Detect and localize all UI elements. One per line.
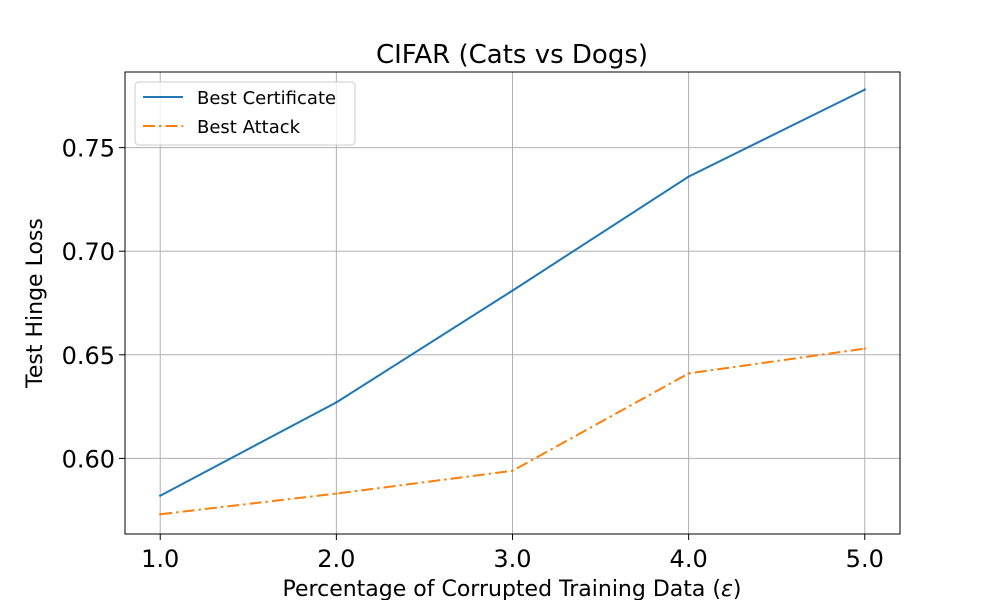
- legend-box: [134, 81, 356, 146]
- data-point-best-certificate: [511, 289, 514, 292]
- legend-label-best-certificate: Best Certificate: [197, 88, 336, 109]
- data-point-best-certificate: [335, 401, 338, 404]
- data-point-best-certificate: [159, 494, 162, 497]
- data-point-best-attack: [863, 347, 866, 350]
- chart-title: CIFAR (Cats vs Dogs): [376, 40, 648, 70]
- y-axis: 0.60 0.65 0.70 0.75: [62, 135, 125, 473]
- grid: [125, 72, 900, 534]
- x-tick-label: 4.0: [670, 545, 708, 573]
- x-tick-label: 5.0: [846, 545, 884, 573]
- y-tick-label: 0.75: [62, 135, 115, 163]
- series-layer: [159, 88, 866, 516]
- legend: Best Certificate Best Attack: [134, 81, 356, 146]
- x-tick-label: 3.0: [493, 545, 531, 573]
- data-point-best-attack: [687, 372, 690, 375]
- x-axis-label-symbol: ε: [721, 577, 733, 600]
- legend-label-best-attack: Best Attack: [197, 117, 301, 138]
- data-point-best-attack: [159, 513, 162, 516]
- y-tick-label: 0.65: [62, 342, 115, 370]
- x-axis-label-suffix: ): [733, 577, 742, 600]
- y-tick-label: 0.70: [62, 238, 115, 266]
- data-point-best-certificate: [687, 175, 690, 178]
- data-point-best-attack: [511, 469, 514, 473]
- y-tick-label: 0.60: [62, 445, 115, 473]
- x-axis-label-text: Percentage of Corrupted Training Data (: [283, 577, 721, 600]
- x-axis-label: Percentage of Corrupted Training Data (ε…: [283, 577, 742, 600]
- data-point-best-attack: [335, 492, 338, 495]
- data-point-best-certificate: [863, 88, 866, 91]
- x-tick-label: 1.0: [141, 545, 179, 573]
- y-axis-label: Test Hinge Loss: [23, 218, 48, 389]
- x-tick-label: 2.0: [317, 545, 355, 573]
- x-axis: 1.0 2.0 3.0 4.0 5.0: [141, 534, 884, 573]
